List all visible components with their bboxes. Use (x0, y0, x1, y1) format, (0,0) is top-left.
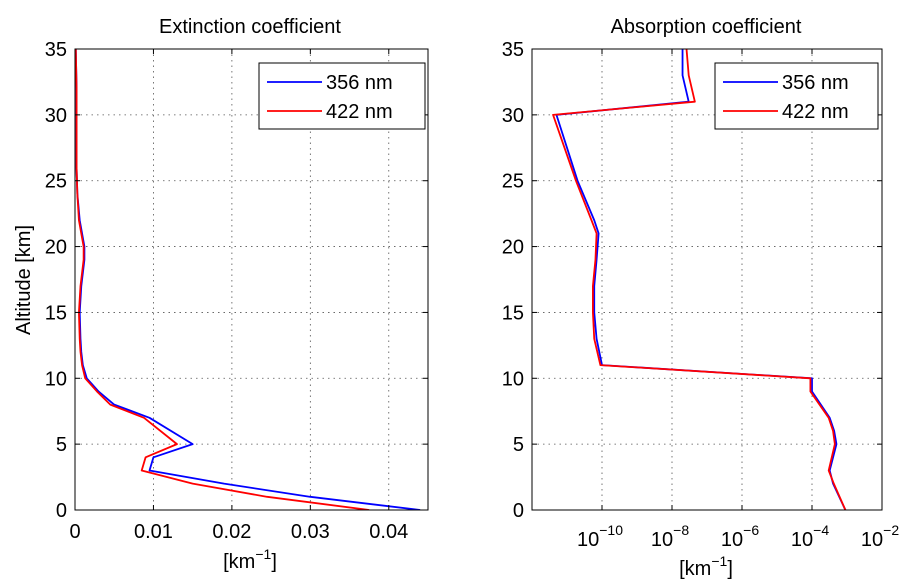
grid (75, 49, 428, 510)
ticks (532, 48, 883, 511)
y-tick-labels: 0 5 10 15 20 25 30 35 (45, 39, 67, 522)
x-tick-label: 0.01 (134, 521, 173, 543)
y-tick-label: 25 (502, 171, 524, 193)
series-line (75, 49, 370, 510)
x-tick-label: 0.02 (212, 521, 251, 543)
x-tick-label: 10−8 (651, 522, 689, 551)
axes-box (74, 48, 429, 511)
legend: 356 nm 422 nm (714, 62, 879, 130)
y-tick-label: 15 (45, 302, 67, 324)
x-tick-label: 0.03 (291, 521, 330, 543)
legend: 356 nm 422 nm (258, 62, 426, 130)
legend-label: 356 nm (326, 72, 393, 94)
y-tick-label: 10 (502, 368, 524, 390)
legend-label: 422 nm (782, 101, 849, 123)
x-tick-label: 0.04 (369, 521, 408, 543)
y-tick-labels: 0 5 10 15 20 25 30 35 (502, 39, 524, 522)
y-tick-label: 10 (45, 368, 67, 390)
legend-label: 422 nm (326, 101, 393, 123)
y-axis-label: Altitude [km] (13, 225, 35, 335)
series-group (75, 49, 421, 510)
y-tick-label: 0 (513, 500, 524, 522)
x-axis-label: [km−1] (223, 546, 277, 573)
axes-box (531, 48, 883, 511)
chart-title: Absorption coefficient (611, 16, 802, 38)
x-tick-label: 10−6 (721, 522, 759, 551)
y-tick-label: 5 (56, 434, 67, 456)
y-tick-label: 5 (513, 434, 524, 456)
y-tick-label: 30 (502, 105, 524, 127)
y-tick-label: 20 (45, 237, 67, 259)
x-tick-labels: 0 0.01 0.02 0.03 0.04 (69, 521, 408, 543)
series-line (552, 49, 847, 510)
ticks (74, 48, 428, 511)
x-tick-label: 0 (69, 521, 80, 543)
y-tick-label: 30 (45, 105, 67, 127)
series-group (552, 49, 847, 510)
y-tick-label: 25 (45, 171, 67, 193)
x-axis-label: [km−1] (679, 553, 733, 580)
y-tick-label: 20 (502, 237, 524, 259)
legend-box (258, 62, 426, 130)
x-tick-labels: 10−10 10−8 10−6 10−4 10−2 (577, 522, 899, 551)
x-tick-label: 10−10 (577, 522, 623, 551)
y-tick-label: 15 (502, 302, 524, 324)
extinction-chart: Extinction coefficient 0 0.01 0.02 0.03 0.04… (13, 16, 429, 573)
chart-title: Extinction coefficient (159, 16, 341, 38)
legend-label: 356 nm (782, 72, 849, 94)
y-tick-label: 0 (56, 500, 67, 522)
y-tick-label: 35 (502, 39, 524, 61)
x-tick-label: 10−2 (861, 522, 899, 551)
y-tick-label: 35 (45, 39, 67, 61)
series-line (555, 49, 847, 510)
legend-box (714, 62, 879, 130)
absorption-chart: Absorption coefficient 10−10 10−8 10−6 10−4… (502, 16, 900, 580)
x-tick-label: 10−4 (791, 522, 829, 551)
